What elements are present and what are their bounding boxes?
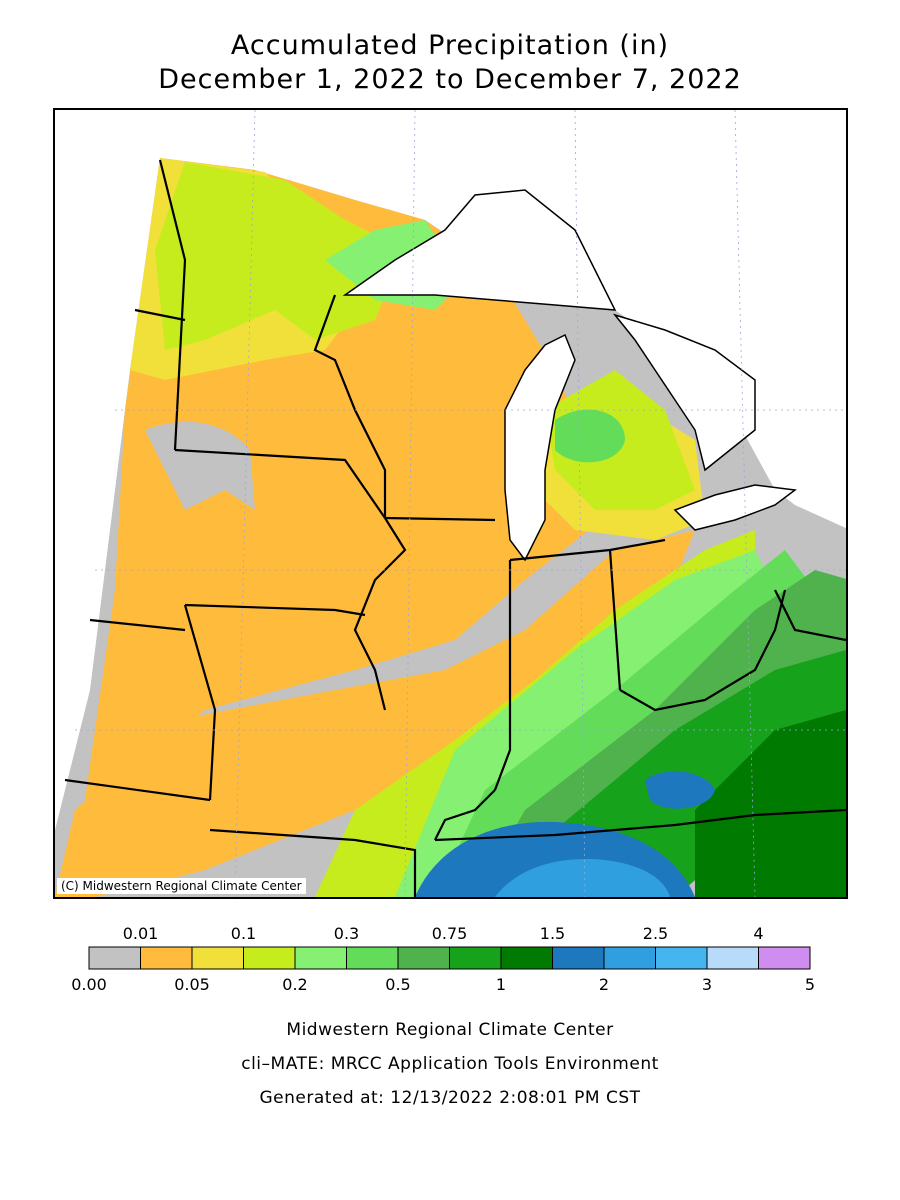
lake-michigan <box>504 333 576 562</box>
legend-swatch <box>140 946 193 970</box>
boundary-oh-ky <box>619 589 787 712</box>
legend-label-top: 1.5 <box>540 924 565 943</box>
precip-band-1 <box>695 710 846 897</box>
legend-swatch <box>243 946 296 970</box>
boundary-mo-ar <box>209 828 417 897</box>
footer-tool: cli–MATE: MRCC Application Tools Environ… <box>241 1054 659 1074</box>
precip-band-0.3 <box>555 409 625 463</box>
legend-label-top: 0.75 <box>432 924 468 943</box>
footer-org: Midwestern Regional Climate Center <box>286 1020 614 1040</box>
boundary-in-mi <box>509 538 666 562</box>
boundary-ne-ks <box>89 618 186 632</box>
boundary-ia-il <box>353 517 407 711</box>
precip-band-0.01-south <box>55 530 695 897</box>
precip-band-0.5 <box>475 570 846 897</box>
legend-label-bottom: 0.2 <box>282 975 307 994</box>
boundary-mn-wi <box>313 294 387 518</box>
boundary-mo-ks <box>183 604 217 801</box>
precip-band-2 <box>495 859 670 897</box>
legend-swatch <box>758 946 811 970</box>
boundary-ia-mo <box>184 603 366 617</box>
legend-label-bottom: 1 <box>496 975 506 994</box>
legend-swatch <box>397 946 450 970</box>
boundary-mn-nd <box>158 159 187 451</box>
legend-label-top: 4 <box>753 924 763 943</box>
footer-generated: Generated at: 12/13/2022 2:08:01 PM CST <box>259 1088 641 1108</box>
legend-label-bottom: 0.5 <box>385 975 410 994</box>
legend-swatch <box>294 946 347 970</box>
legend-swatch <box>346 946 399 970</box>
legend-label-bottom: 0.05 <box>174 975 210 994</box>
legend-label-top: 0.01 <box>123 924 159 943</box>
boundary-wv <box>774 589 846 642</box>
boundary-in-oh <box>608 549 622 691</box>
legend-label-bottom: 2 <box>599 975 609 994</box>
legend-label-bottom: 3 <box>702 975 712 994</box>
boundary-ks-ok <box>64 778 211 802</box>
legend-swatch <box>449 946 502 970</box>
legend-label-bottom: 0.00 <box>71 975 107 994</box>
graticule <box>75 110 846 897</box>
boundary-sd-nd <box>134 308 186 322</box>
precipitation-map <box>55 110 846 897</box>
legend-swatch <box>500 946 553 970</box>
legend-label-top: 0.3 <box>334 924 359 943</box>
map-title-line1: Accumulated Precipitation (in) <box>230 30 670 61</box>
legend-swatch <box>603 946 656 970</box>
boundary-ky-tn <box>434 808 846 842</box>
boundary-wi-il <box>384 516 496 522</box>
legend-swatch <box>655 946 708 970</box>
lake-superior <box>342 189 617 311</box>
state-boundaries <box>64 159 846 897</box>
map-title-line2: December 1, 2022 to December 7, 2022 <box>158 64 742 95</box>
legend-swatch <box>552 946 605 970</box>
legend-swatch <box>191 946 244 970</box>
map-panel: (C) Midwestern Regional Climate Center <box>53 108 848 899</box>
boundary-il-in <box>493 560 512 791</box>
lake-huron <box>612 313 756 472</box>
boundary-il-ky <box>434 789 496 841</box>
legend-label-top: 0.1 <box>231 924 256 943</box>
boundary-mn-ia <box>174 448 386 519</box>
lake-erie <box>673 484 797 531</box>
legend-label-top: 2.5 <box>643 924 668 943</box>
legend-swatch <box>706 946 759 970</box>
precip-band-1.5-ky <box>645 771 715 809</box>
legend-swatch <box>88 946 141 970</box>
legend-label-bottom: 5 <box>805 975 815 994</box>
copyright-label: (C) Midwestern Regional Climate Center <box>57 878 306 894</box>
precip-band-0.1 <box>155 162 405 350</box>
